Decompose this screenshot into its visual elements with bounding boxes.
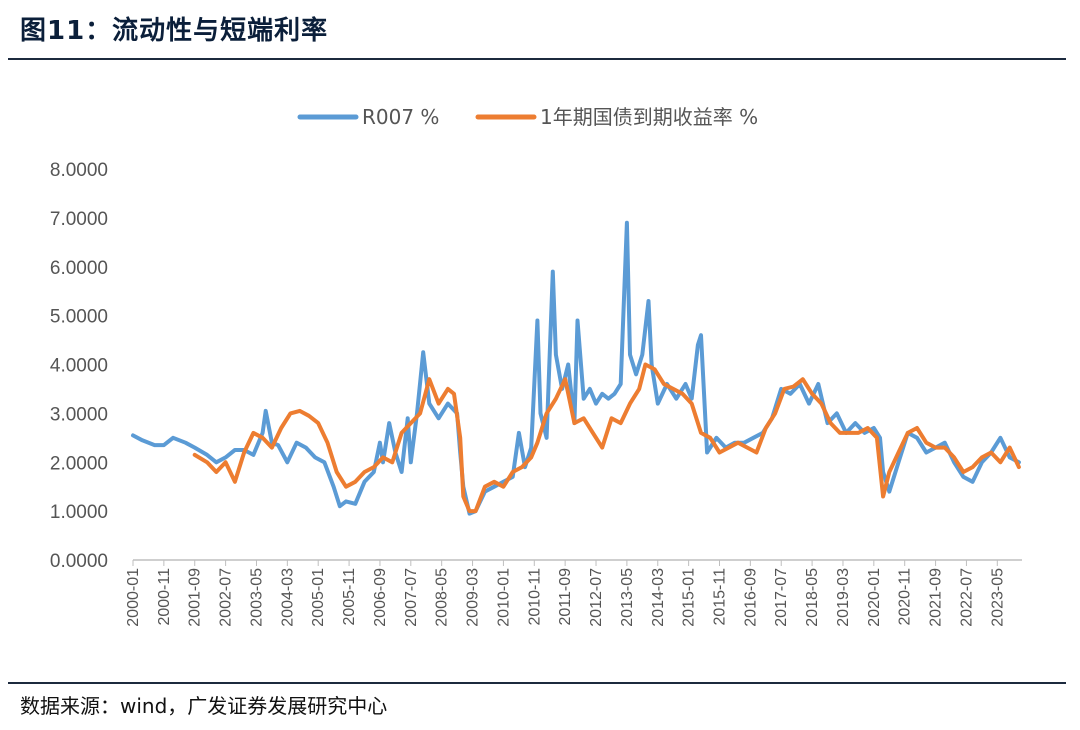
x-tick-label: 2005-11: [341, 568, 358, 626]
y-axis: 0.0000 1.0000 2.0000 3.0000 4.0000 5.0000 6.00…: [50, 160, 108, 572]
x-tick-label: 2016-09: [742, 568, 759, 627]
x-tick-label: 2019-03: [835, 568, 852, 627]
x-tick-label: 2011-09: [557, 568, 574, 626]
x-tick-label: 2021-09: [928, 568, 945, 627]
y-tick-label: 0.0000: [50, 551, 108, 572]
x-tick-label: 2014-03: [650, 568, 667, 627]
x-tick-label: 2015-01: [681, 568, 698, 627]
x-tick-label: 2005-01: [310, 568, 327, 627]
y-tick-label: 6.0000: [50, 258, 108, 279]
x-tick-label: 2000-11: [156, 568, 173, 626]
x-tick-label: 2015-11: [711, 568, 728, 626]
x-tick-label: 2006-09: [372, 568, 389, 627]
x-tick-label: 2012-07: [588, 568, 605, 627]
y-tick-label: 5.0000: [50, 307, 108, 328]
series-line-r007: [131, 220, 1021, 516]
x-tick-label: 2020-11: [897, 568, 914, 626]
x-tick-label: 2020-01: [866, 568, 883, 627]
y-tick-label: 1.0000: [50, 502, 108, 523]
x-tick-label: 2010-01: [495, 568, 512, 627]
bottom-divider: [8, 682, 1066, 684]
line-chart: R007 % 1年期国债到期收益率 % 0.0000 1.0000 2.0000 3.0…: [50, 105, 1022, 627]
chart-legend: R007 % 1年期国债到期收益率 %: [297, 105, 758, 129]
y-tick-label: 3.0000: [50, 404, 108, 425]
x-tick-label: 2008-05: [434, 568, 451, 627]
y-tick-label: 7.0000: [50, 209, 108, 230]
series-line-cgb-1y: [192, 362, 1021, 514]
x-tick-label: 2001-09: [187, 568, 204, 627]
source-note: 数据来源：wind，广发证券发展研究中心: [20, 694, 388, 718]
x-tick-label: 2013-05: [619, 568, 636, 627]
x-tick-label: 2009-03: [465, 568, 482, 627]
x-axis: 2000-01 2000-11 2001-09 2002-07 2003-05 2004-…: [125, 559, 1022, 627]
x-tick-label: 2007-07: [403, 568, 420, 627]
legend-label: R007 %: [362, 105, 439, 129]
legend-label: 1年期国债到期收益率 %: [540, 105, 758, 129]
x-tick-label: 2022-07: [958, 568, 975, 627]
x-tick-label: 2017-07: [773, 568, 790, 627]
y-tick-label: 4.0000: [50, 356, 108, 377]
x-tick-label: 2003-05: [248, 568, 265, 627]
x-tick-label: 2023-05: [989, 568, 1006, 627]
x-tick-label: 2000-01: [125, 568, 142, 627]
series-layer: [131, 220, 1021, 516]
top-divider: [8, 58, 1066, 60]
x-tick-label: 2002-07: [218, 568, 235, 627]
x-tick-label: 2018-05: [804, 568, 821, 627]
figure-title: 图11：流动性与短端利率: [20, 16, 329, 46]
y-tick-label: 8.0000: [50, 160, 108, 181]
y-tick-label: 2.0000: [50, 453, 108, 474]
x-tick-label: 2010-11: [526, 568, 543, 626]
x-tick-label: 2004-03: [279, 568, 296, 627]
